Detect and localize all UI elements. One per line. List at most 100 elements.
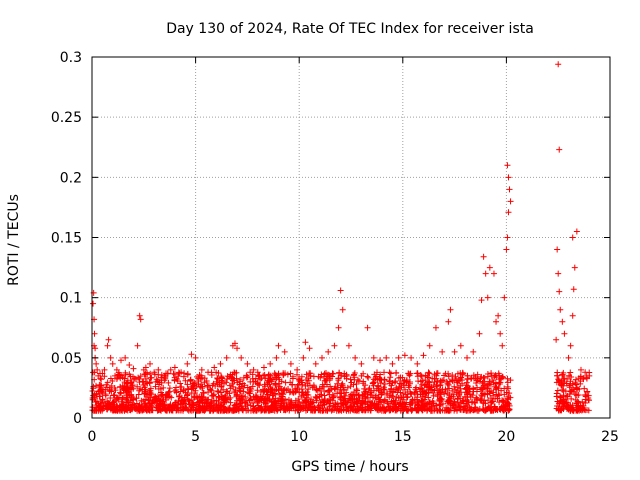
baseline-point (474, 407, 481, 414)
baseline-point (462, 403, 469, 410)
baseline-point (369, 401, 376, 408)
baseline-point (271, 399, 278, 406)
baseline-point (141, 371, 148, 378)
baseline-point (473, 380, 480, 386)
baseline-point (330, 370, 337, 377)
baseline-point (248, 396, 255, 403)
baseline-point (147, 394, 154, 401)
baseline-point (437, 377, 444, 384)
data-point (377, 357, 384, 364)
baseline-point (387, 370, 394, 377)
data-point (565, 354, 572, 361)
baseline-point (436, 398, 443, 405)
baseline-point (389, 379, 396, 386)
baseline-point (388, 382, 395, 389)
baseline-point (181, 396, 188, 403)
baseline-point (214, 376, 221, 383)
baseline-point (280, 397, 287, 404)
baseline-point (378, 391, 385, 398)
data-point (507, 198, 514, 205)
data-point (571, 264, 578, 271)
baseline-point (254, 399, 261, 406)
baseline-point (224, 375, 231, 382)
baseline-point (208, 392, 215, 399)
baseline-point (233, 392, 240, 399)
baseline-point (370, 382, 377, 389)
baseline-point (178, 401, 185, 408)
data-point (337, 287, 344, 294)
baseline-point (182, 377, 189, 384)
data-point (126, 362, 133, 369)
baseline-point (499, 373, 506, 380)
baseline-point (338, 390, 345, 397)
baseline-point (303, 402, 310, 409)
baseline-point (90, 369, 97, 376)
baseline-point (500, 407, 507, 414)
y-tick-label: 0.2 (60, 170, 82, 186)
baseline-point (582, 392, 589, 399)
baseline-point (201, 375, 208, 382)
data-point (260, 364, 267, 371)
baseline-point (141, 381, 148, 388)
baseline-point (505, 385, 512, 392)
baseline-point (392, 403, 399, 410)
baseline-point (479, 379, 486, 386)
baseline-point (556, 400, 563, 407)
baseline-point (570, 386, 577, 393)
baseline-point (434, 386, 441, 393)
baseline-point (257, 376, 264, 383)
baseline-point (457, 370, 464, 377)
baseline-point (464, 372, 471, 379)
data-point (395, 354, 402, 361)
data-point (281, 348, 288, 355)
baseline-point (278, 378, 285, 385)
baseline-point (255, 404, 262, 411)
baseline-point (128, 391, 135, 398)
baseline-point (213, 401, 220, 408)
baseline-point (218, 404, 225, 411)
baseline-point (358, 372, 365, 379)
baseline-point (326, 387, 333, 394)
baseline-point (411, 405, 418, 412)
baseline-point (97, 393, 104, 400)
baseline-point (173, 389, 180, 396)
baseline-point (296, 398, 303, 405)
data-point (501, 294, 508, 301)
baseline-point (256, 373, 263, 380)
x-tick-label: 25 (601, 429, 619, 445)
data-point (93, 360, 100, 367)
y-tick-label: 0.3 (60, 50, 82, 66)
baseline-point (400, 390, 407, 397)
baseline-point (193, 373, 200, 380)
data-point (408, 354, 415, 361)
baseline-point (488, 370, 495, 377)
baseline-point (332, 403, 339, 410)
baseline-point (288, 381, 295, 388)
baseline-point (309, 384, 316, 391)
y-tick-label: 0.05 (51, 351, 82, 367)
baseline-point (347, 383, 354, 390)
data-point (495, 312, 502, 319)
baseline-point (365, 399, 372, 406)
baseline-point (555, 406, 562, 413)
baseline-point (165, 379, 172, 386)
baseline-point (262, 375, 269, 382)
data-point (302, 339, 309, 346)
baseline-point (340, 401, 347, 408)
data-point (231, 340, 238, 347)
data-point (499, 342, 506, 349)
baseline-point (213, 378, 220, 385)
baseline-point (555, 377, 562, 384)
data-point (306, 345, 313, 352)
baseline-point (163, 407, 170, 414)
baseline-point (200, 394, 207, 401)
baseline-point (121, 385, 128, 392)
baseline-point (505, 393, 512, 400)
baseline-point (261, 387, 268, 394)
baseline-point (341, 373, 348, 380)
baseline-point (218, 383, 225, 390)
baseline-point (360, 378, 367, 385)
baseline-point (451, 398, 458, 405)
data-point (370, 354, 377, 361)
baseline-point (240, 388, 247, 395)
